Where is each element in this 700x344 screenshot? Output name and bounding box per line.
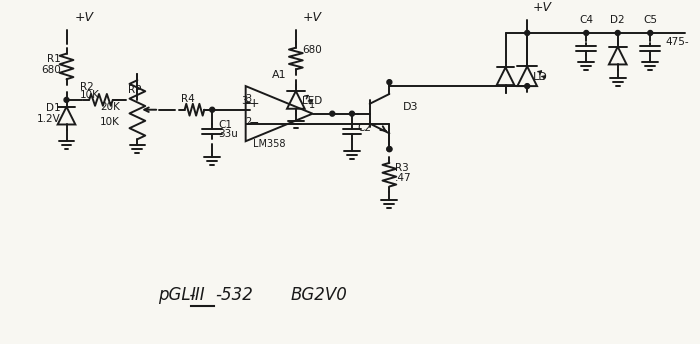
Circle shape	[615, 31, 620, 35]
Circle shape	[648, 31, 652, 35]
Text: +V: +V	[74, 11, 93, 24]
Text: +V: +V	[303, 11, 322, 24]
Text: R2: R2	[80, 82, 94, 92]
Text: D2: D2	[610, 15, 625, 25]
Text: 475-: 475-	[665, 37, 689, 47]
Text: III: III	[190, 286, 205, 304]
Text: pGL-: pGL-	[158, 286, 195, 304]
Text: LD: LD	[533, 72, 548, 82]
Text: LED: LED	[302, 96, 322, 106]
Text: -532: -532	[215, 286, 253, 304]
Circle shape	[210, 107, 215, 112]
Circle shape	[349, 111, 354, 116]
Text: C5: C5	[643, 15, 657, 25]
Text: .47: .47	[395, 173, 412, 183]
Text: 10K: 10K	[100, 117, 120, 128]
Text: A1: A1	[272, 70, 286, 80]
Text: C2: C2	[358, 123, 372, 133]
Text: BG2V0: BG2V0	[291, 286, 348, 304]
Circle shape	[387, 147, 392, 152]
Circle shape	[387, 80, 392, 85]
Text: 20K: 20K	[100, 102, 120, 112]
Text: 3: 3	[246, 94, 252, 104]
Circle shape	[584, 31, 589, 35]
Text: +V: +V	[533, 1, 552, 14]
Circle shape	[525, 31, 530, 35]
Text: 33u: 33u	[218, 129, 238, 139]
Text: 1.2V: 1.2V	[37, 114, 61, 123]
Text: 1: 1	[309, 100, 315, 110]
Circle shape	[525, 84, 530, 88]
Text: −: −	[248, 117, 259, 130]
Text: C4: C4	[579, 15, 593, 25]
Text: RP: RP	[127, 85, 141, 95]
Text: 680: 680	[302, 45, 321, 55]
Text: D1: D1	[46, 103, 61, 113]
Text: LM358: LM358	[253, 139, 286, 149]
Text: 3: 3	[241, 96, 248, 106]
Circle shape	[64, 97, 69, 102]
Text: R4: R4	[181, 94, 195, 104]
Text: R3: R3	[395, 163, 409, 173]
Text: D3: D3	[403, 102, 419, 112]
Text: R1: R1	[47, 54, 61, 64]
Circle shape	[330, 111, 335, 116]
Text: +: +	[248, 97, 259, 110]
Text: 680: 680	[41, 65, 61, 75]
Text: 10K: 10K	[80, 90, 100, 100]
Text: C1: C1	[218, 120, 232, 130]
Circle shape	[387, 147, 392, 152]
Text: 2: 2	[246, 117, 252, 128]
